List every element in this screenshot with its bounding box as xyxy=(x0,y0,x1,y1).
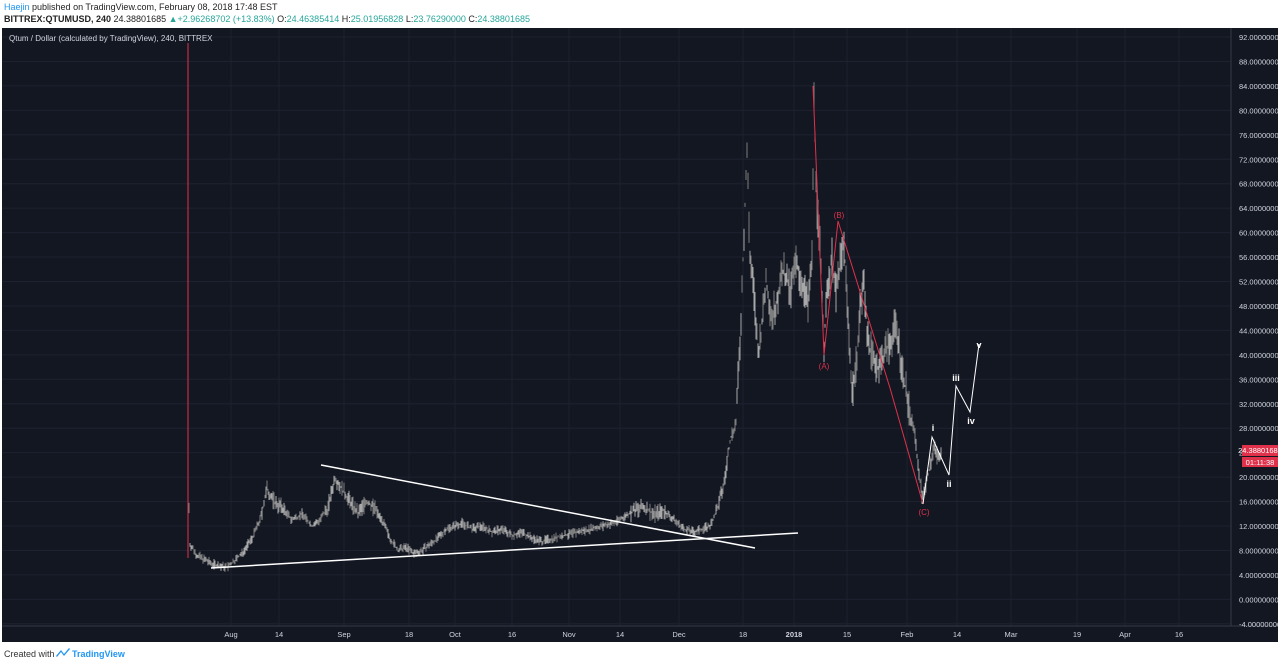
price-tick-label: 84.00000000 xyxy=(1239,82,1278,91)
time-tick-label: 14 xyxy=(275,630,283,639)
price-tag: 24.38801685 xyxy=(1238,446,1278,455)
price-tick-label: 20.00000000 xyxy=(1239,473,1278,482)
price-tick-label: 80.00000000 xyxy=(1239,106,1278,115)
price-tick-label: -4.00000000 xyxy=(1239,620,1278,629)
wave-label-B: (B) xyxy=(834,211,845,220)
chart-legend: Qtum / Dollar (calculated by TradingView… xyxy=(9,34,213,43)
price-tick-label: 44.00000000 xyxy=(1239,326,1278,335)
chart-background xyxy=(2,28,1278,642)
price-tick-label: 28.00000000 xyxy=(1239,424,1278,433)
time-tick-label: Mar xyxy=(1005,630,1018,639)
high-value: 25.01956828 xyxy=(350,14,404,24)
publish-info: Haejin published on TradingView.com, Feb… xyxy=(4,2,278,13)
time-tick-label: 14 xyxy=(616,630,624,639)
time-tick-label: Apr xyxy=(1119,630,1131,639)
time-tick-label: 19 xyxy=(1073,630,1081,639)
time-tick-label: Oct xyxy=(449,630,462,639)
time-tick-label: 15 xyxy=(843,630,851,639)
abc-correction-path[interactable] xyxy=(812,85,924,505)
open-value: 24.46385414 xyxy=(286,14,340,24)
drawings-layer xyxy=(187,43,980,569)
price-tick-label: 16.00000000 xyxy=(1239,498,1278,507)
price-tick-label: 36.00000000 xyxy=(1239,375,1278,384)
time-tick-label: Feb xyxy=(901,630,914,639)
last-price: 24.38801685 xyxy=(113,14,167,24)
time-tick-label: 18 xyxy=(739,630,747,639)
time-tick-label: 16 xyxy=(1175,630,1183,639)
published-text: published on TradingView.com, February 0… xyxy=(32,2,278,12)
price-tick-label: 68.00000000 xyxy=(1239,180,1278,189)
close-label: C: xyxy=(468,14,478,24)
price-tick-label: 48.00000000 xyxy=(1239,302,1278,311)
wave-label-v: v xyxy=(976,340,981,350)
grid-lines xyxy=(2,28,1231,626)
price-tick-label: 0.00000000 xyxy=(1239,595,1278,604)
close-value: 24.38801685 xyxy=(477,14,530,24)
price-tick-label: 76.00000000 xyxy=(1239,131,1278,140)
wave-label-i: i xyxy=(932,423,935,433)
wave-label-iv: iv xyxy=(967,416,975,426)
impulse-wave-path[interactable] xyxy=(922,343,980,505)
time-tick-label: 18 xyxy=(405,630,413,639)
price-tick-label: 32.00000000 xyxy=(1239,400,1278,409)
wave-label-iii: iii xyxy=(952,373,960,383)
price-tick-label: 52.00000000 xyxy=(1239,278,1278,287)
price-tick-label: 12.00000000 xyxy=(1239,522,1278,531)
countdown: 01:11:38 xyxy=(1246,458,1275,467)
tradingview-brand-link[interactable]: TradingView xyxy=(72,649,125,659)
price-tick-label: 60.00000000 xyxy=(1239,229,1278,238)
price-tick-label: 56.00000000 xyxy=(1239,253,1278,262)
time-tick-label: Dec xyxy=(672,630,686,639)
time-axis[interactable]: Aug 14 Sep 18 Oct 16 Nov 14 Dec 18 2018 15 Feb 14 Mar 1… xyxy=(224,630,1183,639)
time-tick-label: Aug xyxy=(224,630,237,639)
price-chart[interactable]: Qtum / Dollar (calculated by TradingView… xyxy=(2,28,1278,642)
time-tick-label: 14 xyxy=(953,630,961,639)
wave-label-C: (C) xyxy=(918,508,929,517)
footer: Created with TradingView xyxy=(0,644,1280,665)
price-tick-label: 64.00000000 xyxy=(1239,204,1278,213)
price-tick-label: 40.00000000 xyxy=(1239,351,1278,360)
price-tick-label: 88.00000000 xyxy=(1239,57,1278,66)
tradingview-logo-icon xyxy=(56,648,70,657)
price-tick-label: 92.00000000 xyxy=(1239,33,1278,42)
chart-header: Haejin published on TradingView.com, Feb… xyxy=(0,0,1280,28)
price-tick-label: 72.00000000 xyxy=(1239,155,1278,164)
ohlc-line: BITTREX:QTUMUSD, 240 24.38801685 ▲+2.962… xyxy=(4,14,530,25)
high-label: H: xyxy=(341,14,351,24)
price-tick-label: 8.00000000 xyxy=(1239,546,1278,555)
countdown-bg xyxy=(1242,457,1278,467)
lower-trendline[interactable] xyxy=(210,532,799,569)
price-change: +2.96268702 (+13.83%) xyxy=(177,14,275,24)
wave-labels: (A) (B) (C) i ii iii iv v xyxy=(819,211,982,517)
time-tick-label: Sep xyxy=(337,630,350,639)
symbol-label: BITTREX:QTUMUSD, 240 xyxy=(4,14,112,24)
time-tick-label: Nov xyxy=(562,630,576,639)
price-tick-label: 4.00000000 xyxy=(1239,571,1278,580)
time-tick-label: 16 xyxy=(508,630,516,639)
created-with-text: Created with xyxy=(4,649,55,659)
chart-area[interactable]: Qtum / Dollar (calculated by TradingView… xyxy=(2,28,1278,642)
up-arrow-icon: ▲ xyxy=(168,14,178,24)
low-label: L: xyxy=(405,14,414,24)
price-tag-bg xyxy=(1242,445,1278,456)
wave-label-A: (A) xyxy=(819,362,830,371)
author-link[interactable]: Haejin xyxy=(4,2,30,12)
upper-trendline[interactable] xyxy=(320,464,756,549)
low-value: 23.76290000 xyxy=(413,14,466,24)
time-tick-label: 2018 xyxy=(786,630,803,639)
open-label: O: xyxy=(277,14,287,24)
wave-label-ii: ii xyxy=(946,479,951,489)
